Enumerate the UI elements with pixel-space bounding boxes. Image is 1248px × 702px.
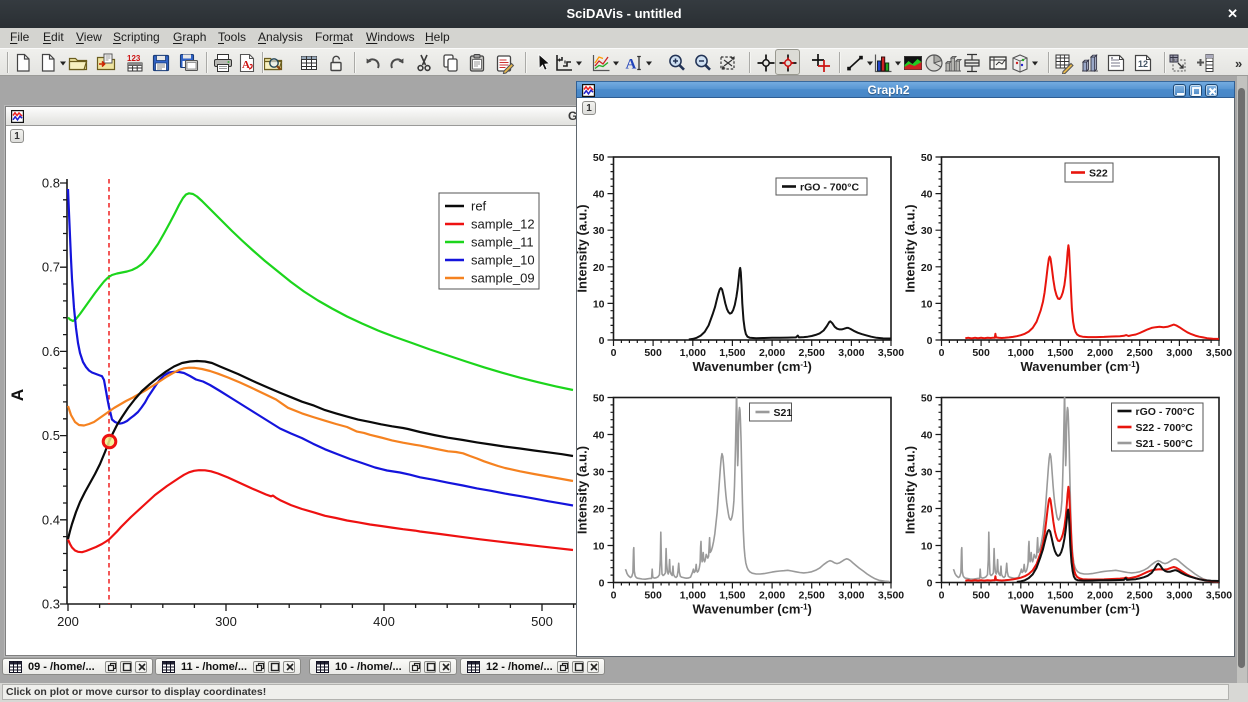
svg-text:1,500: 1,500 [1047,347,1073,359]
svg-text:123: 123 [127,54,141,63]
svg-text:2,000: 2,000 [759,347,785,359]
svg-text:500: 500 [972,590,990,602]
svg-text:1,000: 1,000 [1008,347,1034,359]
svg-text:A: A [626,57,637,73]
svg-text:0: 0 [927,335,933,347]
svg-text:sample_11: sample_11 [471,235,534,250]
svg-text:40: 40 [921,430,933,442]
svg-text:sample_09: sample_09 [471,271,535,286]
svg-text:A: A [242,59,250,71]
svg-text:1,000: 1,000 [680,347,706,359]
svg-text:1,000: 1,000 [680,590,706,602]
svg-text:rGO - 700°C: rGO - 700°C [1136,406,1195,418]
svg-text:3,000: 3,000 [1166,590,1192,602]
svg-text:40: 40 [593,189,605,201]
svg-text:S21 - 500°C: S21 - 500°C [1136,438,1194,450]
svg-text:Wavenumber (cm-1): Wavenumber (cm-1) [1021,359,1140,374]
svg-text:Wavenumber (cm-1): Wavenumber (cm-1) [1021,602,1140,617]
svg-text:0: 0 [927,578,933,590]
svg-text:Wavenumber (cm-1): Wavenumber (cm-1) [693,602,812,617]
svg-text:50: 50 [593,152,605,164]
svg-text:1,500: 1,500 [1047,590,1073,602]
svg-text:Intensity (a.u.): Intensity (a.u.) [903,204,918,292]
svg-text:1,000: 1,000 [1008,590,1034,602]
svg-text:500: 500 [644,347,662,359]
svg-text:400: 400 [373,614,395,629]
svg-text:Intensity (a.u.): Intensity (a.u.) [577,204,590,292]
svg-text:2,500: 2,500 [1127,347,1153,359]
svg-text:2,500: 2,500 [799,347,825,359]
svg-text:ref: ref [471,199,487,214]
svg-text:2,000: 2,000 [1087,590,1113,602]
svg-text:0: 0 [611,590,617,602]
svg-text:2,000: 2,000 [1087,347,1113,359]
svg-text:20: 20 [593,504,605,516]
svg-text:3,500: 3,500 [878,590,904,602]
svg-text:3,500: 3,500 [1206,590,1232,602]
svg-text:20: 20 [921,262,933,274]
svg-text:2,500: 2,500 [799,590,825,602]
svg-text:40: 40 [593,430,605,442]
svg-text:1,500: 1,500 [719,590,745,602]
svg-text:Intensity (a.u.): Intensity (a.u.) [577,446,590,534]
svg-text:10: 10 [593,541,605,553]
svg-text:10: 10 [921,298,933,310]
svg-text:500: 500 [531,614,553,629]
svg-text:50: 50 [921,152,933,164]
svg-text:3,500: 3,500 [878,347,904,359]
svg-text:Intensity (a.u.): Intensity (a.u.) [903,446,918,534]
svg-text:0: 0 [939,590,945,602]
svg-text:S21: S21 [774,407,793,419]
svg-text:20: 20 [921,504,933,516]
svg-text:500: 500 [644,590,662,602]
svg-text:A: A [8,389,27,401]
svg-text:300: 300 [215,614,237,629]
svg-text:10: 10 [593,298,605,310]
svg-text:rGO - 700°C: rGO - 700°C [800,182,859,194]
svg-text:0: 0 [599,335,605,347]
svg-text:0.8: 0.8 [42,176,60,191]
svg-text:»: » [1235,56,1242,71]
svg-text:40: 40 [921,189,933,201]
svg-text:S22: S22 [1089,168,1108,180]
svg-text:3,500: 3,500 [1206,347,1232,359]
svg-text:0.6: 0.6 [42,344,60,359]
svg-text:12: 12 [1138,59,1148,69]
svg-text:2,500: 2,500 [1127,590,1153,602]
svg-text:200: 200 [57,614,79,629]
svg-text:0.3: 0.3 [42,597,60,612]
svg-text:30: 30 [921,225,933,237]
svg-text:10: 10 [921,541,933,553]
svg-text:3,000: 3,000 [1166,347,1192,359]
svg-text:50: 50 [593,393,605,405]
svg-text:Wavenumber (cm-1): Wavenumber (cm-1) [693,359,812,374]
svg-text:500: 500 [972,347,990,359]
svg-text:50: 50 [921,393,933,405]
svg-text:30: 30 [593,225,605,237]
svg-text:0.5: 0.5 [42,428,60,443]
svg-text:S22 - 700°C: S22 - 700°C [1136,422,1194,434]
svg-text:20: 20 [593,262,605,274]
svg-text:0: 0 [599,578,605,590]
svg-text:2,000: 2,000 [759,590,785,602]
svg-text:3,000: 3,000 [838,347,864,359]
svg-text:sample_12: sample_12 [471,217,535,232]
svg-text:0: 0 [611,347,617,359]
svg-text:1,500: 1,500 [719,347,745,359]
svg-text:30: 30 [593,467,605,479]
svg-text:sample_10: sample_10 [471,253,535,268]
svg-text:30: 30 [921,467,933,479]
svg-text:0.7: 0.7 [42,260,60,275]
svg-text:0: 0 [939,347,945,359]
svg-text:0.4: 0.4 [42,512,60,527]
svg-text:3,000: 3,000 [838,590,864,602]
